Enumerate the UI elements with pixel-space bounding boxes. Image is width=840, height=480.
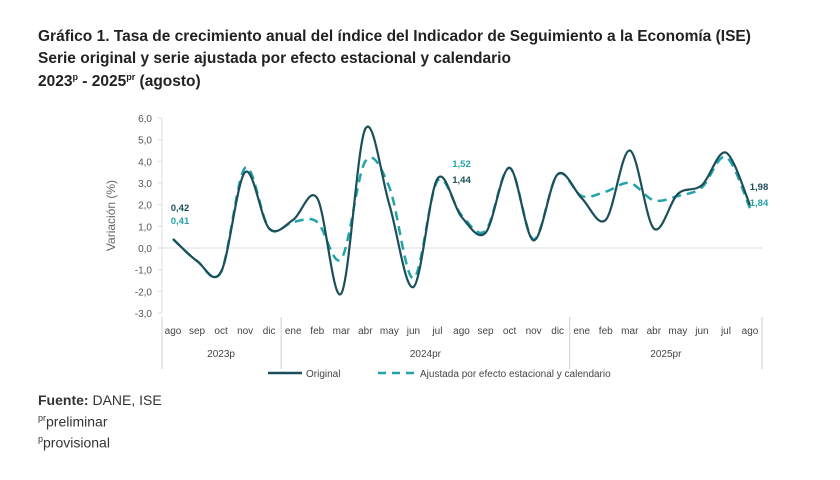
y-tick-label: 1,0: [138, 222, 152, 233]
y-tick-label: 5,0: [138, 136, 152, 147]
provisional-note: pprovisional: [38, 434, 110, 451]
chart-subtitle: Serie original y serie ajustada por efec…: [38, 50, 511, 67]
x-tick-label: nov: [526, 326, 542, 337]
x-tick-label: oct: [503, 326, 517, 337]
x-tick-label: dic: [263, 326, 276, 337]
x-tick-label: ago: [742, 326, 759, 337]
x-tick-label: jun: [406, 326, 420, 337]
data-label: 0,41: [171, 216, 190, 227]
x-tick-label: ago: [165, 326, 182, 337]
x-tick-label: jul: [720, 326, 731, 337]
y-axis-label: Variación (%): [104, 180, 118, 251]
x-tick-label: ene: [573, 326, 590, 337]
data-label: 1,44: [452, 175, 471, 186]
legend-label-adjusted: Ajustada por efecto estacional y calenda…: [420, 369, 611, 380]
x-tick-label: may: [668, 326, 687, 337]
data-label: 1,52: [452, 159, 471, 170]
series-line-original: [172, 125, 752, 296]
preliminary-note: prpreliminar: [38, 413, 108, 430]
x-tick-label: ene: [285, 326, 302, 337]
x-tick-label: ago: [453, 326, 470, 337]
x-tick-label: nov: [237, 326, 253, 337]
source-note: Fuente: DANE, ISE: [38, 392, 162, 408]
y-tick-label: 2,0: [138, 201, 152, 212]
x-tick-label: feb: [599, 326, 613, 337]
x-tick-label: feb: [310, 326, 324, 337]
y-tick-label: 0,0: [138, 244, 152, 255]
legend-label-original: Original: [306, 369, 340, 380]
chart-title: Gráfico 1. Tasa de crecimiento anual del…: [38, 28, 751, 45]
chart-period: 2023p - 2025pr (agosto): [38, 72, 201, 91]
x-tick-label: abr: [647, 326, 662, 337]
x-tick-label: mar: [621, 326, 639, 337]
x-tick-label: jul: [431, 326, 442, 337]
y-tick-label: 3,0: [138, 179, 152, 190]
data-label: 0,42: [171, 203, 190, 214]
x-tick-label: may: [380, 326, 399, 337]
x-tick-label: sep: [189, 326, 206, 337]
x-tick-label: jun: [694, 326, 708, 337]
x-group-label: 2025pr: [650, 349, 682, 360]
y-tick-label: 4,0: [138, 157, 152, 168]
x-tick-label: sep: [477, 326, 494, 337]
x-tick-label: abr: [358, 326, 373, 337]
x-tick-label: oct: [214, 326, 228, 337]
x-group-label: 2023p: [207, 349, 235, 360]
x-tick-label: dic: [551, 326, 564, 337]
y-tick-label: -1,0: [135, 266, 153, 277]
data-label: 1,98: [750, 182, 769, 193]
x-group-label: 2024pr: [410, 349, 442, 360]
y-tick-label: -2,0: [135, 287, 153, 298]
x-tick-label: mar: [333, 326, 351, 337]
y-tick-label: 6,0: [138, 114, 152, 125]
data-label: 1,84: [750, 198, 769, 209]
y-tick-label: -3,0: [135, 309, 153, 320]
